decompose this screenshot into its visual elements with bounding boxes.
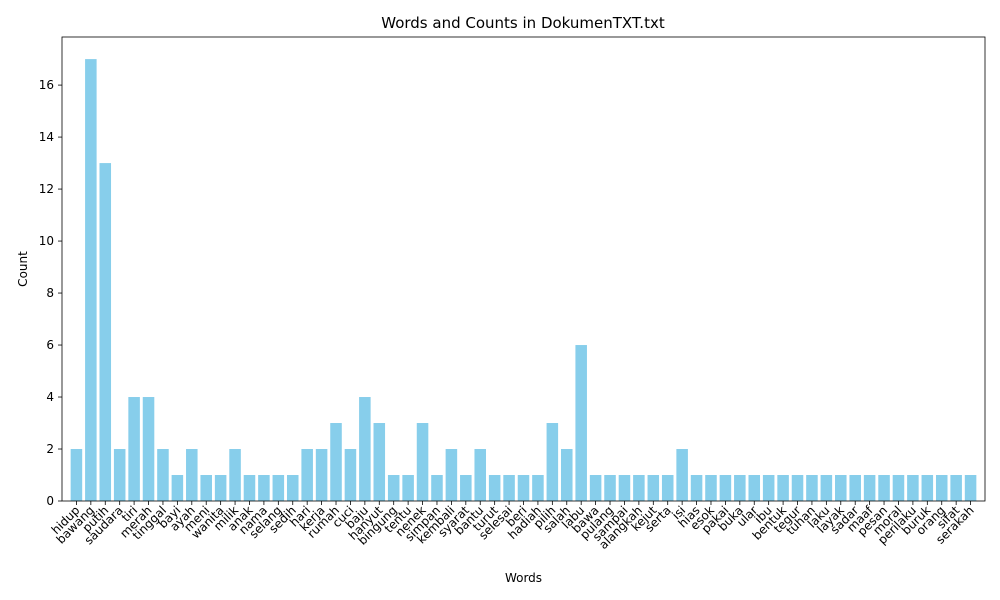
- x-axis-label: Words: [505, 571, 542, 585]
- bars-group: [70, 59, 977, 502]
- bar-nama: [258, 475, 270, 501]
- chart-title: Words and Counts in DokumenTXT.txt: [381, 14, 665, 32]
- bar-pakai: [719, 475, 732, 501]
- bar-salah: [560, 449, 573, 501]
- bar-hanyut: [373, 423, 386, 501]
- bar-ibu: [762, 475, 775, 501]
- bar-ular: [748, 475, 761, 501]
- bar-isi: [676, 449, 688, 501]
- bar-meni: [200, 475, 212, 501]
- bar-turut: [488, 475, 501, 501]
- bar-tuhan: [806, 475, 818, 501]
- bar-pesan: [878, 475, 890, 501]
- bar-milik: [229, 449, 241, 501]
- bar-pulang: [604, 475, 616, 501]
- y-tick-label: 10: [39, 234, 54, 248]
- bar-serta: [661, 475, 674, 501]
- bar-sifat: [950, 475, 962, 501]
- bar-ayah: [186, 449, 198, 501]
- bar-sampai: [618, 475, 631, 501]
- y-axis: 0 2 4 6 8 10 12 14 16: [39, 78, 62, 508]
- bar-beri: [517, 475, 530, 501]
- bar-hidup: [70, 449, 83, 501]
- bar-anak: [243, 475, 256, 501]
- y-tick-label: 6: [46, 338, 54, 352]
- bar-tentu: [402, 475, 414, 501]
- bar-putih: [99, 163, 112, 502]
- bar-simpan: [431, 475, 443, 501]
- bar-bantu: [474, 449, 487, 501]
- plot-frame: [61, 36, 986, 502]
- bar-kejut: [647, 475, 660, 501]
- x-axis: hidupbawangputihsaudaratirimerahtinggalb…: [49, 501, 977, 552]
- bar-laku: [820, 475, 833, 501]
- bar-orang: [935, 475, 948, 501]
- bar-selang: [272, 475, 285, 501]
- bar-kerja: [315, 449, 328, 501]
- bar-tiri: [128, 397, 140, 501]
- y-tick-label: 14: [39, 130, 54, 144]
- y-tick-label: 4: [46, 390, 54, 404]
- bar-merah: [142, 397, 155, 501]
- y-tick-label: 16: [39, 78, 54, 92]
- bar-nenek: [416, 423, 429, 501]
- bar-hias: [690, 475, 703, 501]
- bar-pilih: [546, 423, 559, 501]
- bar-hari: [301, 449, 313, 501]
- bar-esok: [705, 475, 717, 501]
- bar-bayi: [171, 475, 184, 501]
- bar-bentuk: [777, 475, 789, 501]
- bar-selesai: [503, 475, 515, 501]
- bar-wanita: [214, 475, 227, 501]
- bar-buruk: [921, 475, 934, 501]
- bar-serakah: [964, 475, 977, 501]
- y-tick-label: 2: [46, 442, 54, 456]
- y-axis-label: Count: [16, 251, 30, 287]
- bar-layak: [835, 475, 847, 501]
- bar-alangkah: [633, 475, 645, 501]
- bar-sadar: [849, 475, 861, 501]
- bar-bawang: [85, 59, 97, 501]
- bar-rumah: [330, 423, 342, 501]
- y-tick-label: 8: [46, 286, 54, 300]
- bar-moral: [892, 475, 905, 501]
- bar-bawa: [589, 475, 602, 501]
- bar-maaf: [863, 475, 876, 501]
- y-tick-label: 12: [39, 182, 54, 196]
- bar-bingung: [387, 475, 400, 501]
- bar-hadiah: [532, 475, 544, 501]
- bar-syarat: [460, 475, 472, 501]
- bar-cuci: [344, 449, 357, 501]
- bar-tinggal: [157, 449, 169, 501]
- bar-kembali: [445, 449, 458, 501]
- bar-baju: [359, 397, 371, 501]
- bar-perilaku: [907, 475, 919, 501]
- bar-saudara: [113, 449, 126, 501]
- bar-labu: [575, 345, 587, 501]
- bar-buka: [734, 475, 746, 501]
- y-tick-label: 0: [46, 494, 54, 508]
- bar-sedih: [286, 475, 299, 501]
- bar-tegur: [791, 475, 804, 501]
